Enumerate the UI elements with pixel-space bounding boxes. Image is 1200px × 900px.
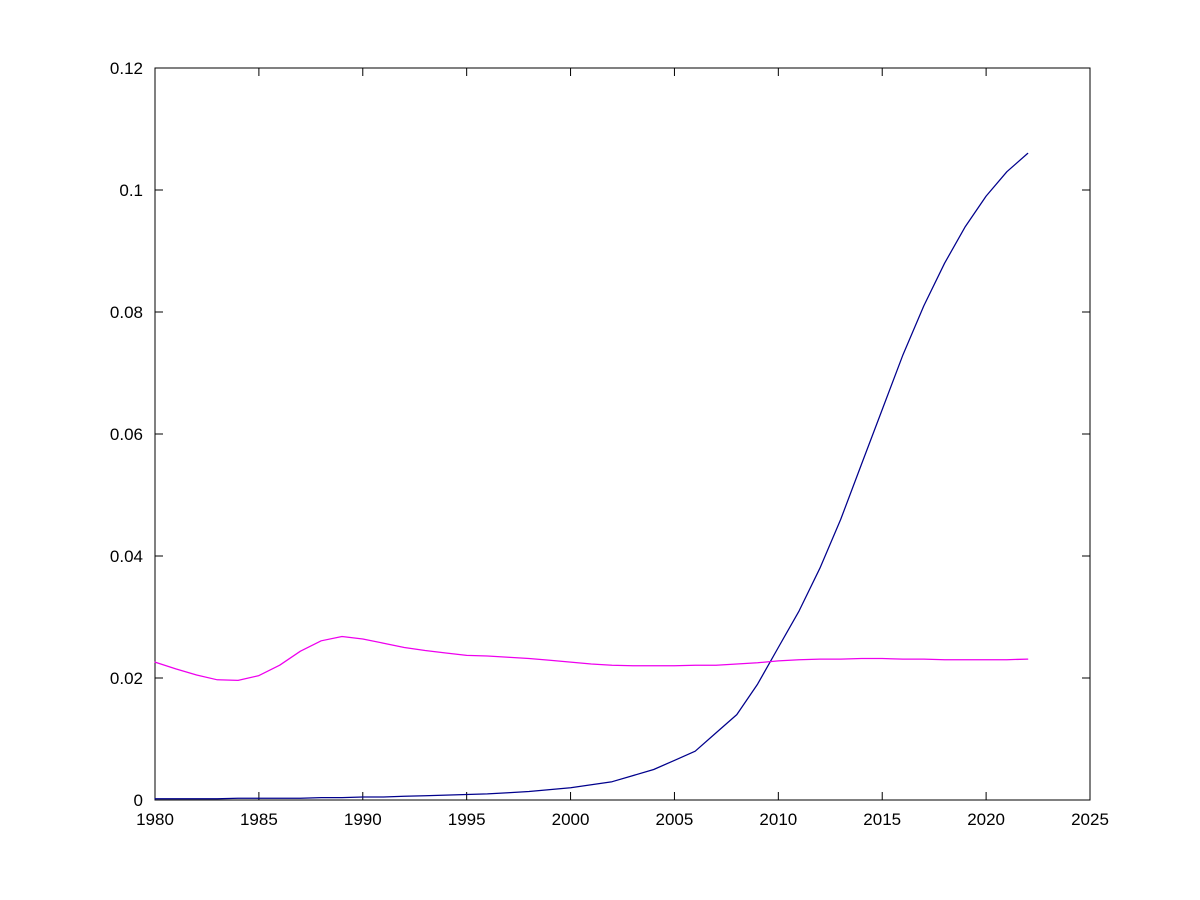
x-tick-label: 2025 (1071, 810, 1109, 829)
x-tick-label: 2015 (863, 810, 901, 829)
y-tick-label: 0.04 (110, 547, 143, 566)
y-tick-label: 0 (134, 791, 143, 810)
x-tick-label: 1980 (136, 810, 174, 829)
x-tick-label: 2020 (967, 810, 1005, 829)
x-tick-label: 2000 (552, 810, 590, 829)
x-tick-label: 1995 (448, 810, 486, 829)
x-tick-label: 2005 (656, 810, 694, 829)
axes-box (154, 67, 1091, 801)
y-tick-label: 0.06 (110, 425, 143, 444)
y-tick-label: 0.1 (119, 181, 143, 200)
x-tick-label: 1990 (344, 810, 382, 829)
y-tick-label: 0.12 (110, 59, 143, 78)
x-tick-label: 1985 (240, 810, 278, 829)
y-tick-label: 0.08 (110, 303, 143, 322)
x-tick-label: 2010 (759, 810, 797, 829)
series-line-magenta (154, 635, 1029, 682)
series-line-blue (154, 152, 1029, 800)
y-tick-label: 0.02 (110, 669, 143, 688)
